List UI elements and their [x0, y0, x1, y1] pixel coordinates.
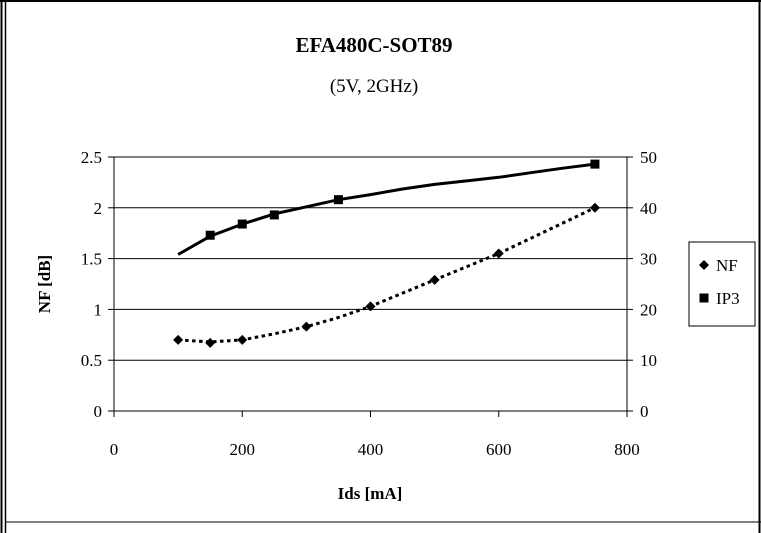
trendline-nf	[178, 206, 596, 344]
legend-box	[688, 241, 756, 327]
nf-point	[589, 202, 600, 213]
y-tick-label: 2.5	[81, 148, 102, 167]
nf-point	[301, 321, 312, 332]
ip3-point	[269, 210, 279, 220]
ip3-point	[333, 195, 343, 205]
x-tick-label: 0	[110, 440, 119, 459]
x-axis-label: Ids [mA]	[338, 484, 403, 503]
x-tick-label: 200	[230, 440, 256, 459]
y2-tick-label: 40	[640, 199, 657, 218]
trendline-ip3	[177, 162, 596, 256]
legend-nf-marker	[699, 260, 709, 270]
axes	[108, 156, 633, 417]
y-tick-label: 0.5	[81, 351, 102, 370]
nf-point	[493, 248, 504, 259]
y2-tick-label: 10	[640, 351, 657, 370]
y2-tick-label: 20	[640, 300, 657, 319]
legend-ip3-marker	[699, 293, 709, 303]
nf-point	[205, 337, 216, 348]
x-tick-label: 400	[358, 440, 384, 459]
y-axis-label: NF [dB]	[35, 255, 54, 313]
nf-point	[365, 301, 376, 312]
x-tick-label: 600	[486, 440, 512, 459]
legend-nf-label: NF	[716, 256, 738, 275]
x-tick-label: 800	[614, 440, 640, 459]
y-tick-label: 1.5	[81, 250, 102, 269]
series-layer	[173, 159, 600, 348]
tick-labels: 0 0.5 1 1.5 2 2.5 0 10 20 30 40 50 0 200 400 600 800	[81, 148, 657, 459]
ip3-point	[205, 230, 215, 240]
y-tick-label: 0	[94, 402, 103, 421]
nf-point	[237, 334, 248, 345]
ip3-point	[237, 219, 247, 229]
legend: NF IP3	[688, 241, 756, 327]
nf-point	[429, 274, 440, 285]
chart-subtitle: (5V, 2GHz)	[330, 76, 418, 97]
y2-tick-label: 30	[640, 250, 657, 269]
legend-ip3-label: IP3	[716, 289, 740, 308]
ip3-point	[590, 159, 600, 169]
chart-title: EFA480C-SOT89	[295, 33, 452, 57]
y2-tick-label: 50	[640, 148, 657, 167]
y-tick-label: 1	[94, 300, 103, 319]
y2-tick-label: 0	[640, 402, 649, 421]
nf-point	[173, 334, 184, 345]
y-tick-label: 2	[94, 199, 103, 218]
